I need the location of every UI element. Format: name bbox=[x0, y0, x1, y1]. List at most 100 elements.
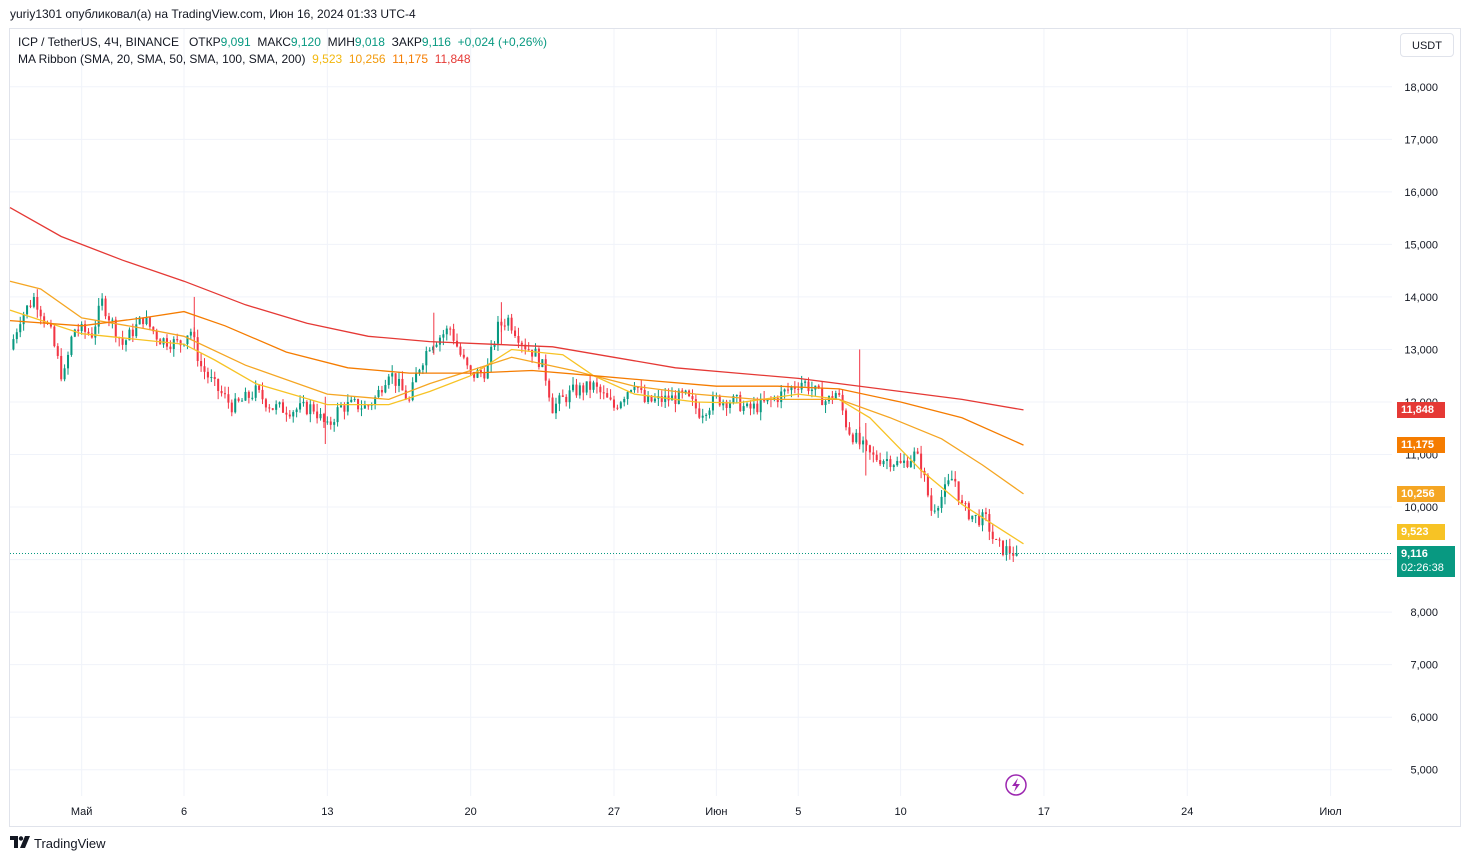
candle-body bbox=[889, 459, 892, 468]
candle-body bbox=[524, 344, 527, 350]
candle-body bbox=[630, 390, 633, 393]
publisher-text: yuriy1301 опубликовал(а) на TradingView.… bbox=[10, 7, 416, 21]
symbol-name[interactable]: ICP / TetherUS, 4Ч, BINANCE bbox=[18, 35, 179, 49]
ma-line-sma-20 bbox=[9, 309, 1024, 545]
candle-body bbox=[783, 389, 786, 392]
tradingview-logo-icon bbox=[10, 834, 30, 854]
candle-body bbox=[241, 400, 244, 402]
candle-body bbox=[920, 453, 923, 471]
price-axis[interactable]: 18,00017,00016,00015,00014,00013,00012,0… bbox=[1404, 82, 1438, 777]
change-value: +0,024 (+0,26%) bbox=[457, 35, 548, 49]
candle-body bbox=[510, 317, 513, 331]
candle-body bbox=[380, 389, 383, 393]
candle-body bbox=[206, 371, 209, 378]
candle-body bbox=[732, 396, 735, 404]
candle-body bbox=[200, 360, 203, 367]
candle-body bbox=[981, 512, 984, 526]
symbol-legend: ICP / TetherUS, 4Ч, BINANCE ОТКР9,091 МА… bbox=[18, 35, 547, 49]
candle-body bbox=[435, 344, 438, 347]
candle-body bbox=[1015, 553, 1018, 556]
candle-body bbox=[650, 395, 653, 402]
candle-body bbox=[565, 396, 568, 403]
candle-body bbox=[916, 451, 919, 454]
candle-body bbox=[882, 461, 885, 465]
candle-body bbox=[821, 388, 824, 406]
candle-body bbox=[575, 384, 578, 396]
candle-body bbox=[961, 500, 964, 504]
candle-body bbox=[43, 316, 46, 323]
candle-body bbox=[394, 373, 397, 386]
candle-body bbox=[111, 319, 114, 321]
ma100-axis-label: 11,175 bbox=[1397, 437, 1445, 454]
candle-body bbox=[387, 376, 390, 386]
currency-button[interactable]: USDT bbox=[1400, 33, 1454, 57]
x-tick-label: 13 bbox=[321, 806, 333, 818]
candle-body bbox=[275, 404, 278, 410]
candle-body bbox=[39, 309, 42, 317]
candle-body bbox=[353, 399, 356, 401]
candle-body bbox=[138, 317, 141, 325]
candle-body bbox=[97, 305, 100, 327]
candle-body bbox=[213, 377, 216, 380]
candle-body bbox=[507, 317, 510, 326]
ma50-value: 10,256 bbox=[348, 52, 386, 66]
time-axis[interactable]: Май 6 13 20 27 Июн 5 10 17 24 Июл bbox=[71, 806, 1342, 818]
candle-body bbox=[892, 465, 895, 468]
candle-body bbox=[978, 514, 981, 526]
candle-body bbox=[29, 305, 32, 307]
candle-body bbox=[63, 368, 66, 380]
candle-body bbox=[705, 414, 708, 416]
x-tick-label: 10 bbox=[894, 806, 906, 818]
candle-body bbox=[537, 348, 540, 368]
candle-body bbox=[933, 510, 936, 512]
candle-body bbox=[179, 340, 182, 346]
candle-body bbox=[585, 381, 588, 393]
ma200-value: 11,848 bbox=[434, 52, 471, 66]
candle-body bbox=[319, 413, 322, 419]
grid-lines bbox=[10, 29, 1392, 796]
candle-body bbox=[114, 319, 117, 338]
candle-body bbox=[230, 402, 233, 413]
candle-body bbox=[80, 324, 83, 332]
candle-body bbox=[834, 393, 837, 400]
candle-body bbox=[66, 354, 70, 369]
indicator-name[interactable]: MA Ribbon (SMA, 20, SMA, 50, SMA, 100, S… bbox=[18, 52, 306, 66]
ma20-value: 9,523 bbox=[312, 52, 343, 66]
candle-body bbox=[838, 393, 841, 395]
candle-body bbox=[421, 365, 424, 370]
candle-body bbox=[428, 350, 431, 352]
candle-body bbox=[278, 402, 281, 405]
candle-body bbox=[247, 391, 250, 398]
candle-body bbox=[312, 404, 315, 412]
candle-body bbox=[285, 412, 288, 415]
candle-body bbox=[162, 338, 165, 345]
candle-body bbox=[909, 461, 912, 467]
candle-body bbox=[217, 379, 220, 392]
open-label: ОТКР bbox=[188, 35, 221, 49]
y-tick-label: 10,000 bbox=[1404, 502, 1438, 514]
candle-body bbox=[756, 403, 759, 413]
candle-body bbox=[496, 321, 499, 344]
candle-body bbox=[391, 373, 394, 377]
candle-body bbox=[824, 401, 827, 406]
y-tick-label: 17,000 bbox=[1404, 134, 1438, 146]
candle-body bbox=[742, 406, 745, 411]
candle-body bbox=[26, 305, 29, 315]
candle-body bbox=[609, 397, 612, 400]
lightning-icon[interactable] bbox=[1005, 774, 1027, 796]
candle-body bbox=[551, 397, 554, 414]
candle-body bbox=[947, 480, 950, 485]
candle-body bbox=[612, 399, 616, 408]
candle-body bbox=[77, 329, 80, 332]
candle-body bbox=[868, 445, 871, 453]
candle-body bbox=[817, 385, 820, 389]
candle-body bbox=[527, 349, 530, 351]
candle-body bbox=[397, 378, 401, 386]
candle-body bbox=[807, 381, 810, 392]
candle-body bbox=[572, 384, 575, 391]
candle-body bbox=[855, 432, 858, 443]
candle-body bbox=[268, 407, 271, 409]
candle-body bbox=[995, 538, 998, 540]
candle-body bbox=[548, 380, 551, 398]
